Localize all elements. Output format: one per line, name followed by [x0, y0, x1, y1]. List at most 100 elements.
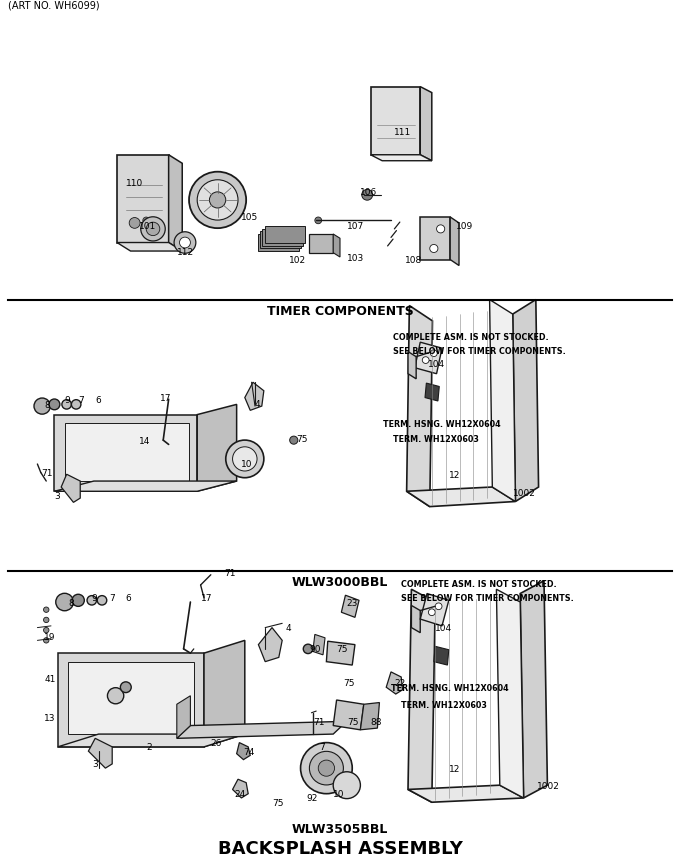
Circle shape	[56, 593, 73, 611]
Circle shape	[437, 226, 445, 233]
Text: 111: 111	[394, 128, 411, 137]
Text: 12: 12	[449, 470, 460, 480]
Text: TIMER COMPONENTS: TIMER COMPONENTS	[267, 304, 413, 317]
Text: 7: 7	[320, 742, 325, 752]
Text: WLW3505BBL: WLW3505BBL	[292, 822, 388, 835]
Polygon shape	[88, 739, 112, 768]
Text: 7: 7	[78, 395, 84, 405]
Text: 104: 104	[428, 360, 445, 369]
Circle shape	[44, 628, 49, 633]
Circle shape	[333, 771, 360, 799]
Text: 1002: 1002	[537, 781, 560, 790]
Polygon shape	[54, 415, 197, 492]
Polygon shape	[434, 647, 449, 666]
Text: 71: 71	[41, 468, 52, 478]
Circle shape	[120, 682, 131, 693]
Text: TERM. WH12X0603: TERM. WH12X0603	[401, 700, 487, 709]
Text: 75: 75	[343, 678, 355, 688]
Polygon shape	[450, 218, 459, 266]
Polygon shape	[408, 352, 416, 380]
Circle shape	[62, 400, 71, 410]
Text: 14: 14	[139, 437, 151, 445]
Polygon shape	[65, 424, 189, 481]
Polygon shape	[260, 232, 301, 249]
Text: 6: 6	[126, 593, 131, 603]
Text: 3: 3	[92, 759, 97, 769]
Text: 75: 75	[337, 645, 348, 653]
Circle shape	[430, 350, 437, 357]
Polygon shape	[371, 88, 420, 156]
Polygon shape	[420, 594, 449, 626]
Text: 92: 92	[306, 794, 318, 802]
Circle shape	[87, 596, 97, 605]
Polygon shape	[309, 235, 333, 253]
Polygon shape	[258, 235, 299, 251]
Circle shape	[174, 232, 196, 254]
Polygon shape	[407, 307, 432, 507]
Text: 108: 108	[405, 256, 422, 264]
Polygon shape	[177, 696, 190, 739]
Circle shape	[301, 743, 352, 794]
Text: TERM. HSNG. WH12X0604: TERM. HSNG. WH12X0604	[391, 683, 509, 692]
Polygon shape	[360, 703, 379, 730]
Polygon shape	[490, 300, 515, 502]
Text: 13: 13	[44, 713, 56, 722]
Polygon shape	[169, 156, 182, 251]
Text: 104: 104	[435, 623, 452, 632]
Text: 17: 17	[201, 593, 212, 603]
Polygon shape	[333, 235, 340, 257]
Polygon shape	[408, 785, 524, 802]
Polygon shape	[371, 156, 432, 162]
Circle shape	[141, 218, 165, 242]
Circle shape	[422, 357, 429, 364]
Text: 19: 19	[44, 632, 56, 641]
Polygon shape	[245, 383, 264, 411]
Text: 71: 71	[224, 568, 236, 577]
Circle shape	[290, 437, 298, 444]
Circle shape	[233, 447, 257, 472]
Text: 75: 75	[272, 798, 284, 807]
Polygon shape	[117, 156, 169, 244]
Text: 4: 4	[286, 623, 291, 632]
Polygon shape	[415, 343, 442, 375]
Circle shape	[72, 595, 84, 607]
Polygon shape	[204, 641, 245, 747]
Polygon shape	[68, 662, 194, 734]
Polygon shape	[496, 590, 524, 798]
Polygon shape	[386, 672, 403, 694]
Text: WLW3000BBL: WLW3000BBL	[292, 576, 388, 589]
Polygon shape	[513, 300, 539, 502]
Text: 23: 23	[347, 598, 358, 607]
Text: 10: 10	[241, 459, 253, 468]
Polygon shape	[333, 700, 364, 730]
Circle shape	[209, 193, 226, 208]
Polygon shape	[520, 581, 547, 798]
Text: 2: 2	[146, 742, 152, 752]
Text: 41: 41	[44, 674, 56, 684]
Circle shape	[189, 172, 246, 229]
Circle shape	[303, 644, 313, 653]
Polygon shape	[420, 88, 432, 162]
Text: 107: 107	[347, 222, 364, 231]
Polygon shape	[420, 218, 450, 260]
Circle shape	[44, 617, 49, 623]
Polygon shape	[313, 635, 325, 655]
Text: BACKSPLASH ASSEMBLY: BACKSPLASH ASSEMBLY	[218, 839, 462, 857]
Polygon shape	[262, 230, 303, 246]
Circle shape	[318, 760, 335, 777]
Polygon shape	[233, 779, 248, 798]
Text: 105: 105	[241, 214, 258, 222]
Text: 8: 8	[44, 400, 50, 409]
Text: 112: 112	[177, 247, 194, 257]
Polygon shape	[425, 384, 439, 401]
Text: 71: 71	[313, 717, 324, 726]
Circle shape	[71, 400, 81, 410]
Text: 101: 101	[139, 222, 156, 231]
Circle shape	[430, 245, 438, 253]
Text: 75: 75	[296, 435, 307, 443]
Circle shape	[435, 604, 442, 610]
Polygon shape	[407, 487, 515, 507]
Circle shape	[129, 219, 140, 229]
Circle shape	[197, 181, 238, 220]
Polygon shape	[177, 722, 347, 739]
